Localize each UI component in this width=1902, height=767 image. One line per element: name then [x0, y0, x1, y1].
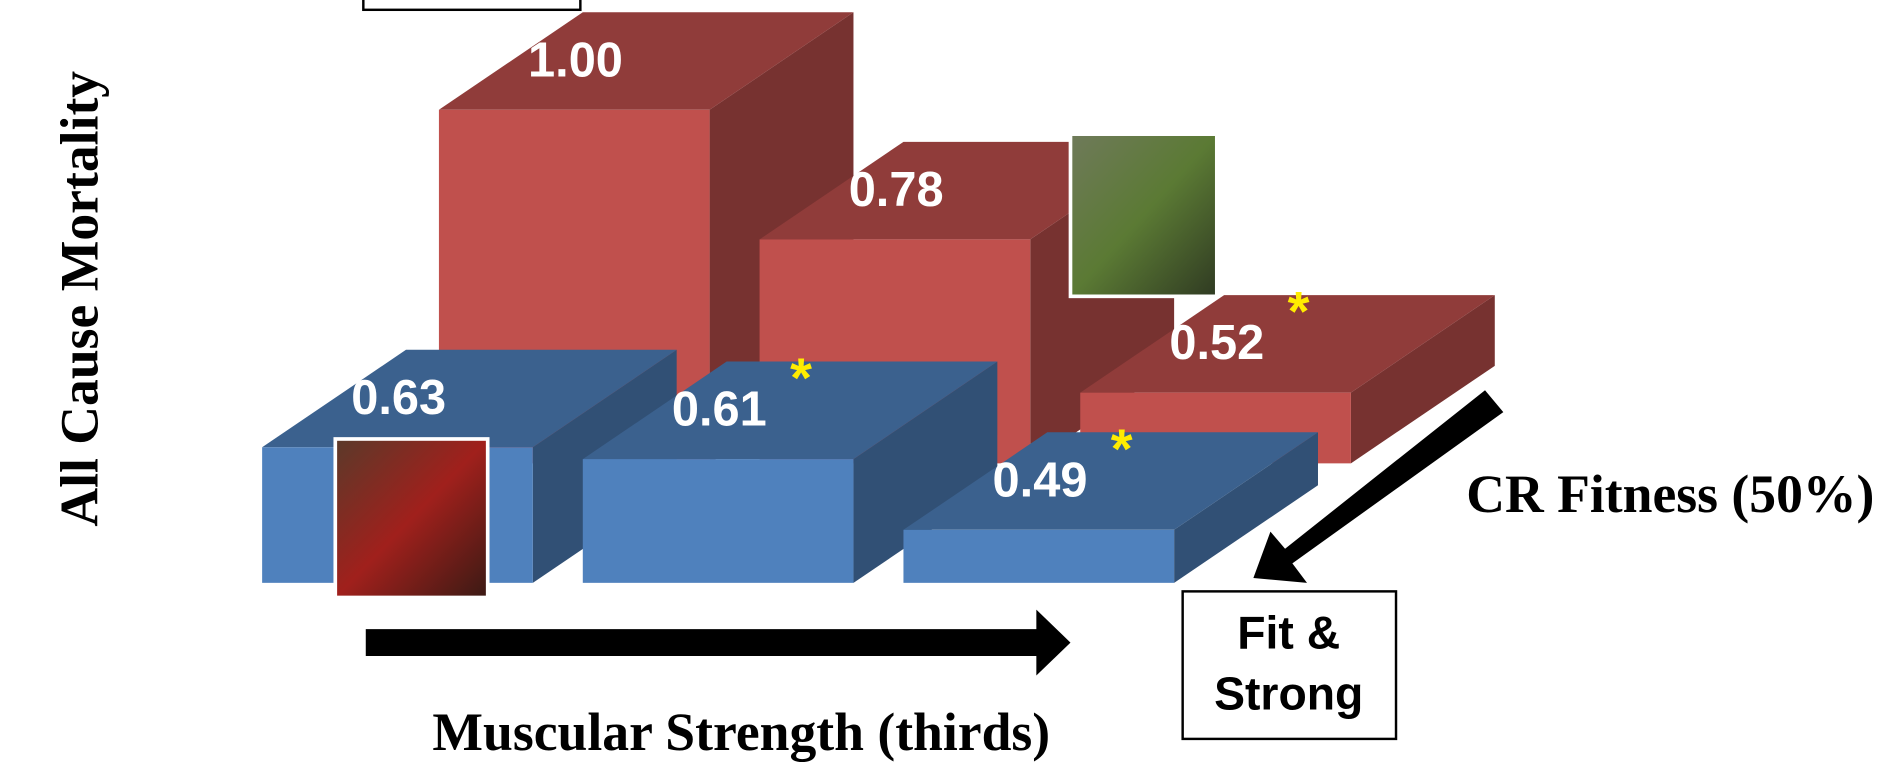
bars: 1.00 0.78 0.52 * 0.63 0.61 * 0.49 * [262, 12, 1495, 583]
value-label: 0.61 [672, 383, 767, 437]
y-axis-label: All Cause Mortality [50, 71, 110, 527]
bar-top [1080, 295, 1495, 393]
value-label: 1.00 [528, 33, 623, 87]
bar-top [582, 361, 998, 460]
fitness-arrow [1253, 390, 1504, 583]
bar-top [903, 432, 1318, 530]
frame-box [362, 0, 582, 12]
annotation: Fit & [1237, 607, 1340, 659]
hulk-image [1068, 132, 1219, 299]
bar-top [262, 349, 677, 448]
value-label: 0.52 [1169, 316, 1264, 370]
strength-arrow [365, 609, 1071, 676]
annotation-box [1181, 590, 1398, 741]
bar-side [1174, 432, 1318, 583]
value-label: 0.49 [993, 453, 1088, 507]
bar-side [853, 361, 998, 583]
annotation: Strong [1214, 668, 1363, 720]
bar-side [1350, 295, 1495, 464]
bar-top [438, 12, 854, 110]
significance-marker: * [790, 346, 812, 409]
depth-axis-label: CR Fitness (50%) [1466, 464, 1874, 524]
significance-marker: * [1111, 417, 1133, 480]
value-label: 0.78 [849, 163, 944, 217]
flash-image [333, 437, 490, 600]
significance-marker: * [1288, 280, 1310, 343]
bar [903, 529, 1175, 583]
bar [582, 459, 854, 583]
x-axis-label: Muscular Strength (thirds) [432, 702, 1050, 762]
value-label: 0.63 [351, 371, 446, 425]
